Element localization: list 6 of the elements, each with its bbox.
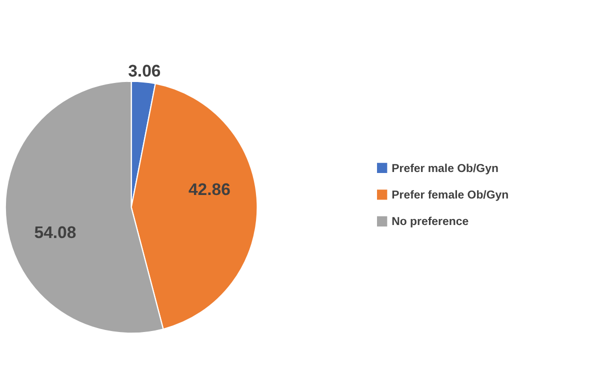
data-label: 54.08 (34, 222, 76, 242)
data-label: 3.06 (128, 62, 161, 81)
legend-label: Prefer male Ob/Gyn (392, 162, 498, 175)
legend-label: No preference (392, 216, 469, 228)
legend-label: Prefer female Ob/Gyn (392, 189, 509, 202)
data-label: 42.86 (188, 180, 230, 199)
